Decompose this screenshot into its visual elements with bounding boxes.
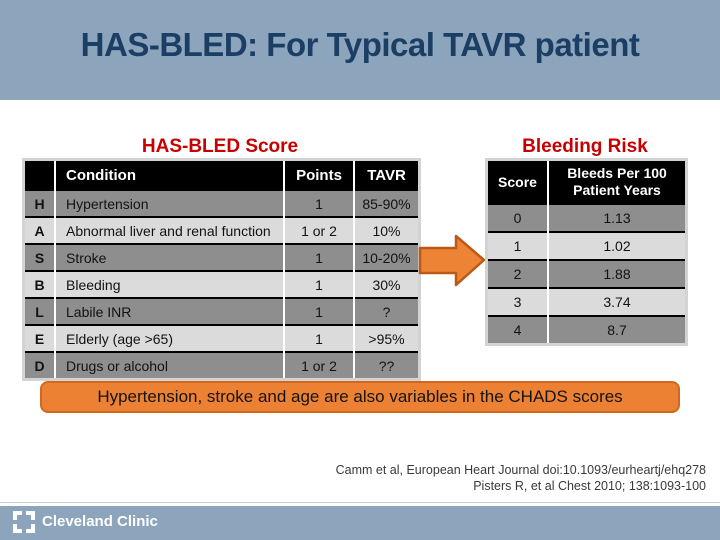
bleeding-risk-heading: Bleeding Risk — [522, 136, 648, 157]
chads-note-banner: Hypertension, stroke and age are also va… — [40, 381, 680, 413]
table-row: B Bleeding 1 30% — [25, 270, 418, 298]
hasbled-score-heading: HAS-BLED Score — [141, 136, 299, 157]
citation-line: Pisters R, et al Chest 2010; 138:1093-10… — [473, 479, 706, 493]
row-letter: S — [25, 243, 55, 271]
row-condition: Bleeding — [54, 270, 284, 298]
table-row: 3 3.74 — [488, 287, 685, 316]
row-tavr: 85-90% — [353, 189, 418, 217]
table-row: L Labile INR 1 ? — [25, 297, 418, 325]
row-score: 0 — [488, 203, 548, 232]
tavr-column-header: TAVR — [353, 161, 418, 190]
table-row: E Elderly (age >65) 1 >95% — [25, 324, 418, 352]
condition-column-header: Condition — [54, 161, 284, 190]
row-bleeds: 1.88 — [547, 259, 685, 288]
row-condition: Drugs or alcohol — [54, 351, 284, 378]
footer-brand: Cleveland Clinic — [42, 513, 158, 530]
row-letter: H — [25, 189, 55, 217]
row-letter: A — [25, 216, 55, 244]
row-letter: D — [25, 351, 55, 378]
cleveland-clinic-logo-icon — [13, 511, 35, 533]
row-tavr: 10-20% — [353, 243, 418, 271]
row-condition: Abnormal liver and renal function — [54, 216, 284, 244]
row-condition: Stroke — [54, 243, 284, 271]
table-header-row: Condition Points TAVR — [25, 161, 418, 190]
table-row: 2 1.88 — [488, 259, 685, 288]
row-letter: B — [25, 270, 55, 298]
table-row: 0 1.13 — [488, 203, 685, 232]
citations: Camm et al, European Heart Journal doi:1… — [146, 462, 706, 494]
row-bleeds: 8.7 — [547, 315, 685, 343]
points-column-header: Points — [283, 161, 354, 190]
row-score: 1 — [488, 231, 548, 260]
row-score: 3 — [488, 287, 548, 316]
row-letter: E — [25, 324, 55, 352]
letter-column-header — [25, 161, 55, 190]
citation-line: Camm et al, European Heart Journal doi:1… — [335, 463, 706, 477]
row-points: 1 or 2 — [283, 216, 354, 244]
slide-title: HAS-BLED: For Typical TAVR patient — [80, 26, 640, 63]
row-tavr: 10% — [353, 216, 418, 244]
row-condition: Hypertension — [54, 189, 284, 217]
row-score: 2 — [488, 259, 548, 288]
row-points: 1 or 2 — [283, 351, 354, 378]
table-row: H Hypertension 1 85-90% — [25, 189, 418, 217]
table-row: 4 8.7 — [488, 315, 685, 343]
row-bleeds: 3.74 — [547, 287, 685, 316]
row-tavr: >95% — [353, 324, 418, 352]
row-points: 1 — [283, 189, 354, 217]
row-bleeds: 1.13 — [547, 203, 685, 232]
table-row: A Abnormal liver and renal function 1 or… — [25, 216, 418, 244]
row-score: 4 — [488, 315, 548, 343]
table-row: D Drugs or alcohol 1 or 2 ?? — [25, 351, 418, 378]
bleeding-risk-table: Score Bleeds Per 100 Patient Years 0 1.1… — [485, 158, 688, 346]
right-arrow-icon — [418, 233, 486, 288]
table-row: 1 1.02 — [488, 231, 685, 260]
footer-band — [0, 506, 720, 540]
table-header-row: Score Bleeds Per 100 Patient Years — [488, 161, 685, 204]
table-row: S Stroke 1 10-20% — [25, 243, 418, 271]
row-condition: Elderly (age >65) — [54, 324, 284, 352]
row-points: 1 — [283, 297, 354, 325]
row-points: 1 — [283, 270, 354, 298]
row-tavr: ?? — [353, 351, 418, 378]
row-tavr: 30% — [353, 270, 418, 298]
score-column-header: Score — [488, 161, 548, 204]
row-bleeds: 1.02 — [547, 231, 685, 260]
row-points: 1 — [283, 324, 354, 352]
row-letter: L — [25, 297, 55, 325]
chads-note-text: Hypertension, stroke and age are also va… — [97, 387, 623, 406]
row-tavr: ? — [353, 297, 418, 325]
row-points: 1 — [283, 243, 354, 271]
header-band — [0, 0, 720, 100]
bleeds-column-header: Bleeds Per 100 Patient Years — [547, 161, 685, 204]
row-condition: Labile INR — [54, 297, 284, 325]
hasbled-score-table: Condition Points TAVR H Hypertension 1 8… — [22, 158, 421, 381]
divider-line — [0, 502, 720, 503]
